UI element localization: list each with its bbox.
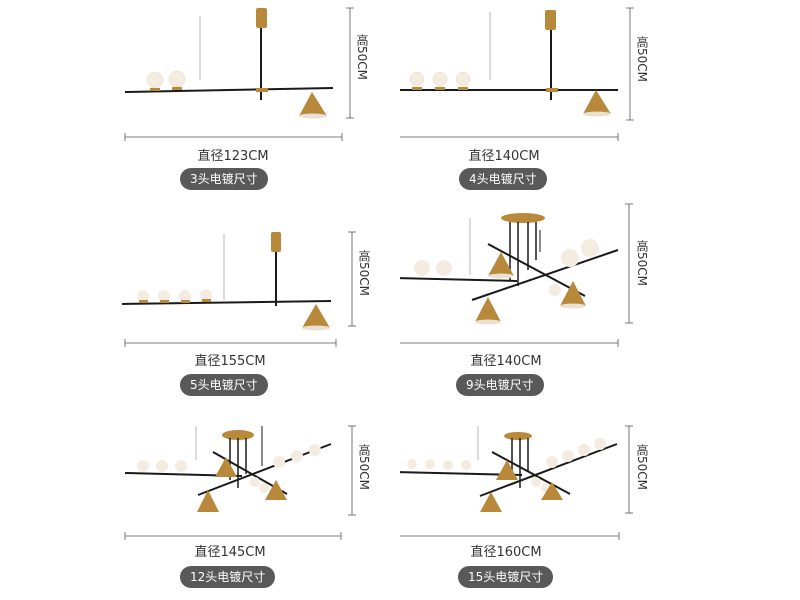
product-badge: 4头电镀尺寸 (459, 168, 547, 190)
height-label: 高50CM (355, 34, 369, 81)
diameter-label: 直径145CM (194, 545, 266, 560)
product-badge: 15头电镀尺寸 (458, 566, 554, 588)
height-label: 高50CM (635, 444, 649, 491)
product-card-4-heads: 高50CM 直径140CM 4头电镀尺寸 (400, 0, 800, 200)
diameter-label: 直径155CM (194, 354, 266, 369)
diameter-label: 直径140CM (468, 149, 540, 164)
product-card-9-heads: 高50CM 直径140CM 9头电镀尺寸 (400, 200, 800, 400)
product-card-5-heads: 高50CM 直径155CM 5头电镀尺寸 (0, 200, 400, 400)
chandelier-3-heads-illustration (124, 7, 354, 141)
height-label: 高50CM (357, 444, 371, 491)
chandelier-5-heads-illustration (121, 231, 356, 347)
chandelier-9-heads-illustration (400, 203, 633, 347)
height-label: 高50CM (635, 36, 649, 83)
height-label: 高50CM (357, 250, 371, 297)
product-card-12-heads: 高50CM 直径145CM 12头电镀尺寸 (0, 400, 400, 600)
product-badge: 12头电镀尺寸 (180, 566, 276, 588)
diameter-label: 直径123CM (197, 149, 269, 164)
height-label: 高50CM (635, 240, 649, 287)
product-badge: 9头电镀尺寸 (456, 374, 544, 396)
diameter-label: 直径140CM (470, 354, 542, 369)
product-card-15-heads: 高50CM 直径160CM 15头电镀尺寸 (400, 400, 800, 600)
diameter-label: 直径160CM (470, 545, 542, 560)
product-badge: 3头电镀尺寸 (180, 168, 268, 190)
chandelier-15-heads-illustration (400, 425, 633, 540)
chandelier-4-heads-illustration (400, 7, 634, 141)
chandelier-12-heads-illustration (124, 425, 356, 540)
product-card-3-heads: 高50CM 直径123CM 3头电镀尺寸 (0, 0, 400, 200)
product-badge: 5头电镀尺寸 (180, 374, 268, 396)
